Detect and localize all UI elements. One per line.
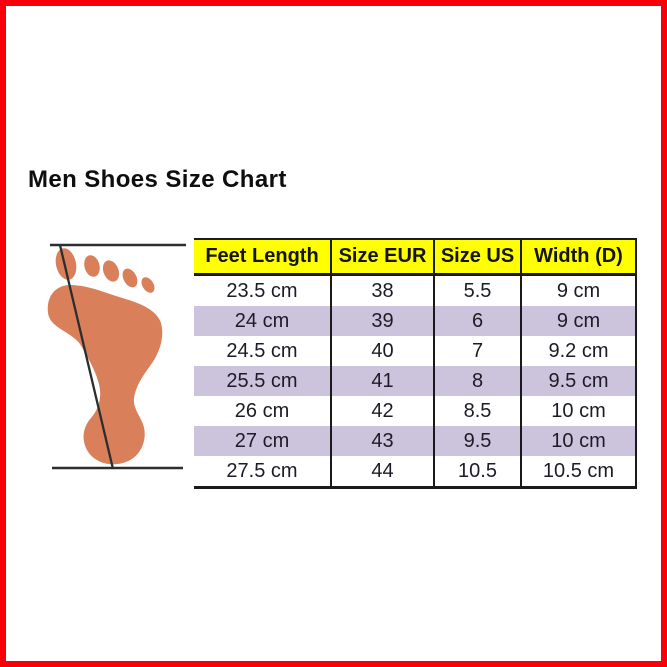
table-cell: 24.5 cm [194, 336, 332, 366]
foot-sole-shape [47, 284, 163, 465]
table-cell: 42 [331, 396, 435, 426]
toe-2 [84, 255, 100, 277]
table-cell: 39 [331, 306, 435, 336]
table-cell: 10 cm [521, 426, 637, 456]
table-cell: 10.5 cm [521, 456, 637, 489]
table-cell: 9 cm [521, 274, 637, 306]
table-cell: 27 cm [194, 426, 332, 456]
table-cell: 27.5 cm [194, 456, 332, 489]
column-header-feet-length: Feet Length [194, 238, 332, 276]
table-cell: 9.5 [434, 426, 522, 456]
table-cell: 40 [331, 336, 435, 366]
foot-measurement-diagram [47, 243, 186, 470]
table-row: 27.5 cm 44 10.5 10.5 cm [194, 456, 637, 489]
table-cell: 23.5 cm [194, 274, 332, 306]
table-cell: 43 [331, 426, 435, 456]
table-row: 24 cm 39 6 9 cm [194, 306, 637, 336]
table-row: 26 cm 42 8.5 10 cm [194, 396, 637, 426]
table-cell: 9 cm [521, 306, 637, 336]
table-cell: 24 cm [194, 306, 332, 336]
table-row: 23.5 cm 38 5.5 9 cm [194, 274, 637, 306]
table-row: 27 cm 43 9.5 10 cm [194, 426, 637, 456]
table-cell: 8 [434, 366, 522, 396]
foot-illustration [47, 248, 163, 465]
big-toe [55, 248, 77, 280]
table-cell: 26 cm [194, 396, 332, 426]
toe-4 [122, 268, 138, 288]
table-cell: 9.5 cm [521, 366, 637, 396]
table-cell: 10 cm [521, 396, 637, 426]
size-table: Feet Length Size EUR Size US Width (D) 2… [194, 238, 637, 489]
table-cell: 41 [331, 366, 435, 396]
table-cell: 38 [331, 274, 435, 306]
column-header-size-eur: Size EUR [331, 238, 435, 276]
toe-3 [102, 260, 120, 282]
table-header-row: Feet Length Size EUR Size US Width (D) [194, 238, 637, 276]
column-header-size-us: Size US [434, 238, 522, 276]
table-cell: 44 [331, 456, 435, 489]
table-cell: 8.5 [434, 396, 522, 426]
column-header-width-d: Width (D) [521, 238, 637, 276]
table-row: 25.5 cm 41 8 9.5 cm [194, 366, 637, 396]
table-cell: 25.5 cm [194, 366, 332, 396]
measurement-diagonal-line [58, 244, 115, 470]
table-row: 24.5 cm 40 7 9.2 cm [194, 336, 637, 366]
table-cell: 5.5 [434, 274, 522, 306]
page-title: Men Shoes Size Chart [28, 166, 287, 193]
table-cell: 9.2 cm [521, 336, 637, 366]
table-cell: 7 [434, 336, 522, 366]
toe-5 [141, 277, 155, 293]
table-cell: 6 [434, 306, 522, 336]
table-cell: 10.5 [434, 456, 522, 489]
